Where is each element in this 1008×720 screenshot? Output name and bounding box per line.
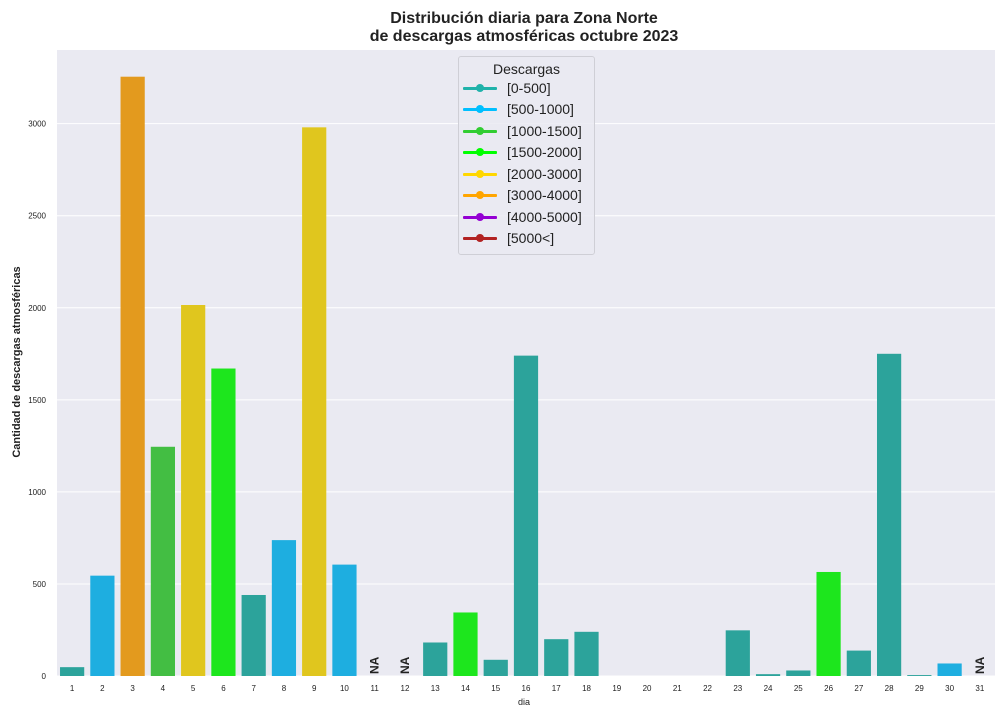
legend-swatch	[463, 105, 497, 114]
x-tick-label: 25	[794, 684, 803, 693]
x-tick-label: 5	[191, 684, 196, 693]
x-tick-label: 10	[340, 684, 349, 693]
y-tick-label: 2000	[28, 304, 46, 313]
legend-label: [4000-5000]	[507, 208, 582, 225]
bar-day-7	[241, 594, 266, 676]
x-tick-label: 18	[582, 684, 591, 693]
x-tick-label: 12	[401, 684, 410, 693]
y-tick-label: 2500	[28, 212, 46, 221]
legend-item: [1500-2000]	[463, 142, 594, 164]
bar-day-9	[302, 127, 327, 677]
bar-day-3	[120, 76, 145, 676]
x-tick-label: 30	[945, 684, 954, 693]
bar-day-8	[271, 540, 297, 676]
x-tick-label: 8	[282, 684, 287, 693]
bar-day-16	[513, 355, 539, 676]
bar-day-6	[211, 368, 236, 676]
x-tick-label: 2	[100, 684, 105, 693]
x-tick-label: 17	[552, 684, 561, 693]
x-tick-label: 15	[491, 684, 500, 693]
x-tick-label: 6	[221, 684, 226, 693]
x-tick-label: 27	[854, 684, 863, 693]
x-tick-label: 31	[975, 684, 984, 693]
chart-title-line1: Distribución diaria para Zona Norte	[390, 10, 658, 27]
bar-day-23	[725, 630, 750, 676]
bar-day-2	[90, 575, 115, 676]
x-tick-label: 22	[703, 684, 712, 693]
bar-day-14	[453, 612, 478, 676]
bar-day-5	[181, 305, 206, 676]
x-tick-label: 1	[70, 684, 75, 693]
x-tick-label: 13	[431, 684, 440, 693]
bar-day-17	[544, 639, 569, 676]
bar-day-10	[332, 564, 357, 676]
bar-day-28	[876, 353, 902, 676]
x-tick-label: 4	[161, 684, 166, 693]
x-tick-label: 28	[885, 684, 894, 693]
legend-label: [500-1000]	[507, 101, 574, 118]
bar-day-18	[574, 631, 599, 676]
x-tick-label: 26	[824, 684, 833, 693]
x-tick-label: 3	[130, 684, 135, 693]
legend-swatch	[463, 126, 497, 135]
na-label-day-12: NA	[398, 656, 412, 674]
x-tick-label: 20	[643, 684, 652, 693]
bar-day-25	[786, 670, 811, 676]
legend: Descargas [0-500] [500-1000] [1000-1500] [1…	[458, 56, 595, 255]
bar-day-26	[816, 571, 841, 676]
bar-day-1	[60, 667, 85, 676]
bar-day-4	[150, 446, 176, 676]
y-axis-label: Cantidad de descargas atmosféricas	[11, 266, 23, 458]
x-tick-label: 16	[522, 684, 531, 693]
x-tick-label: 29	[915, 684, 924, 693]
na-label-day-11: NA	[368, 656, 382, 674]
legend-item: [0-500]	[463, 77, 594, 99]
legend-swatch	[463, 212, 497, 221]
legend-swatch	[463, 234, 497, 243]
legend-label: [0-500]	[507, 79, 551, 96]
x-tick-label: 24	[764, 684, 773, 693]
legend-swatch	[463, 191, 497, 200]
bar-day-29	[907, 675, 932, 676]
x-tick-label: 23	[733, 684, 742, 693]
legend-title: Descargas	[493, 61, 560, 77]
x-tick-label: 19	[612, 684, 621, 693]
legend-swatch	[463, 83, 497, 92]
y-tick-label: 0	[42, 672, 47, 681]
x-tick-label: 11	[371, 684, 380, 693]
x-tick-label: 7	[251, 684, 256, 693]
legend-label: [2000-3000]	[507, 165, 582, 182]
x-tick-label: 21	[673, 684, 682, 693]
legend-item: [2000-3000]	[463, 163, 594, 185]
legend-item: [500-1000]	[463, 99, 594, 121]
legend-label: [3000-4000]	[507, 187, 582, 204]
y-tick-label: 1500	[28, 396, 46, 405]
legend-label: [1000-1500]	[507, 122, 582, 139]
na-label-day-31: NA	[973, 656, 987, 674]
y-tick-label: 3000	[28, 120, 46, 129]
legend-item: [4000-5000]	[463, 206, 594, 228]
legend-label: [5000<]	[507, 230, 555, 247]
bar-day-13	[423, 642, 448, 676]
chart-title-line2: de descargas atmosféricas octubre 2023	[369, 28, 679, 45]
bar-day-15	[483, 659, 508, 676]
legend-swatch	[463, 148, 497, 157]
x-tick-label: 9	[312, 684, 317, 693]
legend-label: [1500-2000]	[507, 144, 582, 161]
bar-day-27	[846, 650, 871, 676]
x-axis-label: dia	[517, 697, 531, 707]
y-tick-label: 1000	[28, 488, 46, 497]
bar-day-24	[755, 674, 781, 676]
x-tick-label: 14	[461, 684, 470, 693]
legend-item: [5000<]	[463, 228, 594, 250]
legend-swatch	[463, 169, 497, 178]
legend-item: [3000-4000]	[463, 185, 594, 207]
legend-item: [1000-1500]	[463, 120, 594, 142]
chart-title: Distribución diaria para Zona Norte de d…	[0, 10, 1008, 46]
bar-day-30	[937, 663, 962, 676]
y-tick-label: 500	[33, 580, 47, 589]
